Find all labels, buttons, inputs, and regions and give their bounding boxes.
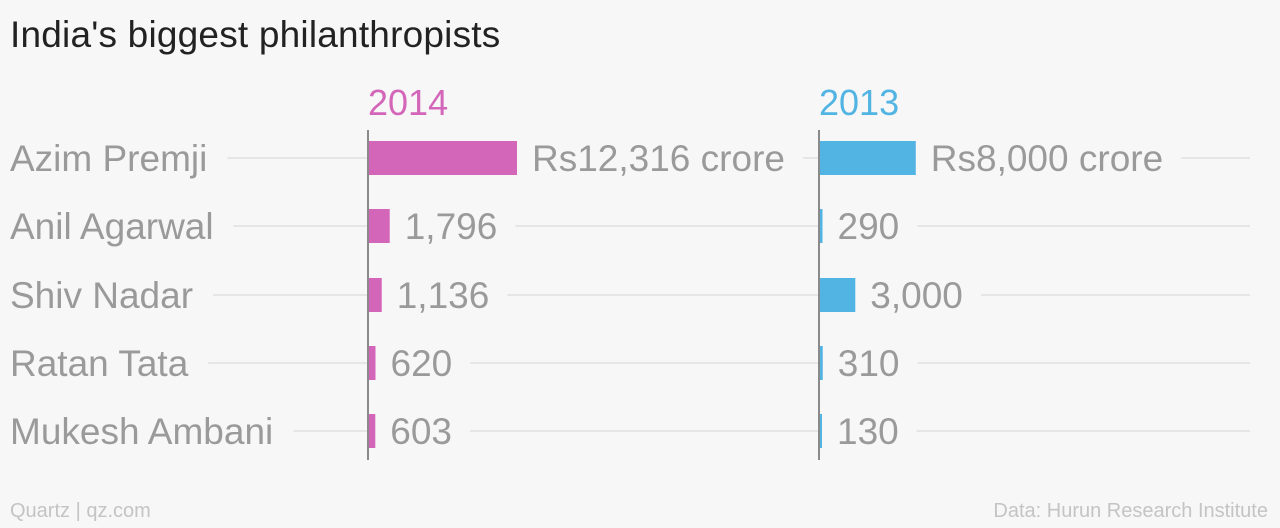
category-label: Shiv Nadar <box>10 275 193 316</box>
data-label: 310 <box>838 343 900 384</box>
bar-2013 <box>819 141 916 175</box>
bar-2013 <box>819 414 822 448</box>
bar-2013 <box>819 346 823 380</box>
footer-credit: Data: Hurun Research Institute <box>993 500 1268 522</box>
series-header-2014: 2014 <box>368 82 448 123</box>
bar-2013 <box>819 278 856 312</box>
data-label: 3,000 <box>870 275 963 316</box>
data-label: 620 <box>391 343 453 384</box>
bar-2014 <box>368 209 390 243</box>
category-label: Anil Agarwal <box>10 206 214 247</box>
footer-source: Quartz | qz.com <box>10 500 151 522</box>
data-label: 290 <box>838 206 900 247</box>
data-label: 130 <box>837 411 899 452</box>
chart-title: India's biggest philanthropists <box>10 14 501 55</box>
bar-2014 <box>368 141 517 175</box>
bar-2013 <box>819 209 823 243</box>
bar-2014 <box>368 346 376 380</box>
bar-2014 <box>368 414 376 448</box>
category-label: Ratan Tata <box>10 343 189 384</box>
category-label: Azim Premji <box>10 138 207 179</box>
bar-2014 <box>368 278 382 312</box>
data-label: 1,796 <box>405 206 498 247</box>
data-label: Rs8,000 crore <box>931 138 1163 179</box>
data-label: 1,136 <box>397 275 490 316</box>
data-label: Rs12,316 crore <box>532 138 785 179</box>
data-label: 603 <box>390 411 452 452</box>
series-header-2013: 2013 <box>819 82 899 123</box>
category-label: Mukesh Ambani <box>10 411 273 452</box>
